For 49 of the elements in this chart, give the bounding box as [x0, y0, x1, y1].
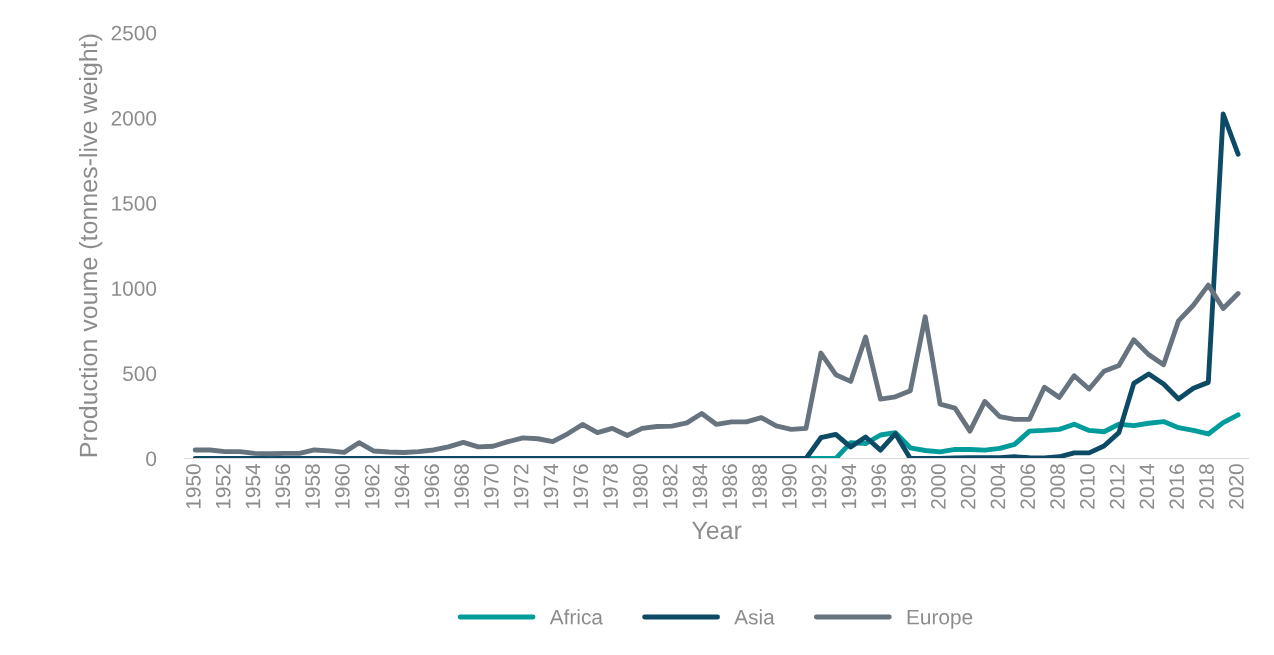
x-tick-label: 2016: [1169, 464, 1185, 509]
x-tick-label: 2020: [1228, 464, 1244, 509]
x-tick-label: 1964: [394, 463, 410, 509]
x-tick-label: 2004: [990, 463, 1006, 509]
x-tick-label: 1962: [364, 464, 380, 509]
x-tick-label: 1974: [543, 463, 559, 509]
x-tick-label: 1958: [305, 464, 320, 509]
x-tick-label: 1970: [483, 464, 499, 509]
x-tick-label: 1976: [573, 464, 589, 509]
x-tick-label: 1950: [186, 464, 201, 509]
y-tick-label: 2000: [111, 110, 157, 126]
x-tick-label: 2006: [1020, 464, 1036, 509]
x-tick-label: 1998: [901, 464, 916, 509]
y-tick-label: 500: [123, 366, 157, 382]
x-tick-label: 2000: [930, 464, 946, 509]
x-tick-label: 1952: [215, 464, 231, 509]
x-tick-label: 1994: [841, 463, 857, 509]
x-tick-label: 2014: [1139, 463, 1155, 509]
x-tick-label: 1968: [454, 464, 469, 509]
x-tick-label: 2018: [1199, 464, 1214, 509]
x-tick-label: 1984: [692, 463, 708, 509]
x-tick-label: 1990: [781, 464, 797, 509]
x-axis-title: Year: [691, 521, 742, 540]
x-tick-label: 1982: [662, 464, 678, 509]
y-tick-label: 1500: [112, 196, 157, 211]
x-tick-label: 1980: [632, 464, 648, 509]
x-tick-label: 2010: [1079, 464, 1095, 509]
x-tick-label: 1988: [752, 464, 767, 509]
x-tick-label: 1992: [811, 464, 827, 509]
x-tick-label: 1972: [513, 464, 529, 509]
x-tick-label: 1954: [245, 463, 261, 509]
y-tick-label: 0: [146, 451, 157, 467]
x-tick-label: 1986: [722, 464, 738, 509]
legend-label: Africa: [549, 609, 603, 625]
x-tick-label: 1996: [871, 464, 887, 509]
line-series: [192, 282, 1241, 457]
legend-label: Europe: [907, 610, 973, 629]
x-tick-label: 2002: [960, 464, 976, 509]
x-tick-label: 2012: [1109, 464, 1125, 509]
line-series: [192, 111, 1241, 459]
x-tick-label: 1966: [424, 464, 440, 509]
y-tick-label: 1000: [112, 281, 157, 296]
x-tick-label: 1956: [275, 464, 291, 509]
legend-label: Asia: [734, 609, 775, 625]
y-axis-title: Production voume (tonnes-live weight): [78, 34, 103, 457]
x-tick-label: 2008: [1050, 464, 1065, 509]
y-tick-label: 2500: [111, 25, 157, 41]
x-tick-label: 1960: [334, 464, 350, 509]
x-tick-label: 1978: [603, 464, 618, 509]
